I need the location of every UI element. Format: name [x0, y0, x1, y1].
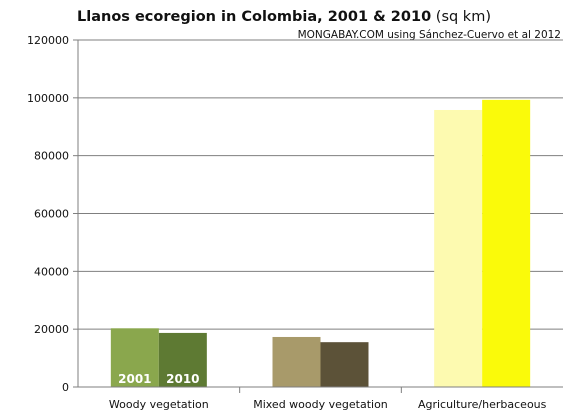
bar-1-0 — [272, 336, 321, 387]
bar-2-1 — [482, 99, 531, 388]
chart-subtitle: MONGABAY.COM using Sánchez-Cuervo et al … — [298, 29, 561, 41]
bar-1-1 — [320, 342, 369, 387]
bar-series-label-0: 2001 — [118, 372, 151, 386]
category-labels: Woody vegetation Mixed woody vegetation Ag… — [109, 398, 547, 410]
y-tick-label-2: 40000 — [34, 265, 69, 278]
y-tick-label-1: 20000 — [34, 323, 69, 336]
chart-title-unit: (sq km) — [431, 9, 491, 25]
x-category-label-1: Mixed woody vegetation — [253, 398, 388, 410]
y-tick-label-4: 80000 — [34, 150, 69, 163]
bar-0-0 — [110, 328, 159, 387]
bar-labels: 2001 2010 — [118, 372, 199, 386]
axes — [77, 40, 563, 393]
y-tick-label-3: 60000 — [34, 208, 69, 221]
x-category-label-2: Agriculture/herbaceous — [418, 398, 547, 410]
bar-series-label-1: 2010 — [166, 372, 199, 386]
y-tick-label-5: 100000 — [27, 92, 69, 105]
bar-2-0 — [434, 109, 483, 387]
bars — [110, 99, 531, 388]
chart-title-main: Llanos ecoregion in Colombia, 2001 & 201… — [77, 9, 431, 25]
x-category-label-0: Woody vegetation — [109, 398, 209, 410]
chart-title: Llanos ecoregion in Colombia, 2001 & 201… — [77, 9, 491, 25]
y-tick-label-0: 0 — [62, 381, 69, 394]
y-tick-label-6: 120000 — [27, 34, 69, 47]
y-axis-ticks: 0 20000 40000 60000 80000 100000 120000 — [27, 34, 78, 394]
bar-0-1 — [158, 332, 207, 387]
